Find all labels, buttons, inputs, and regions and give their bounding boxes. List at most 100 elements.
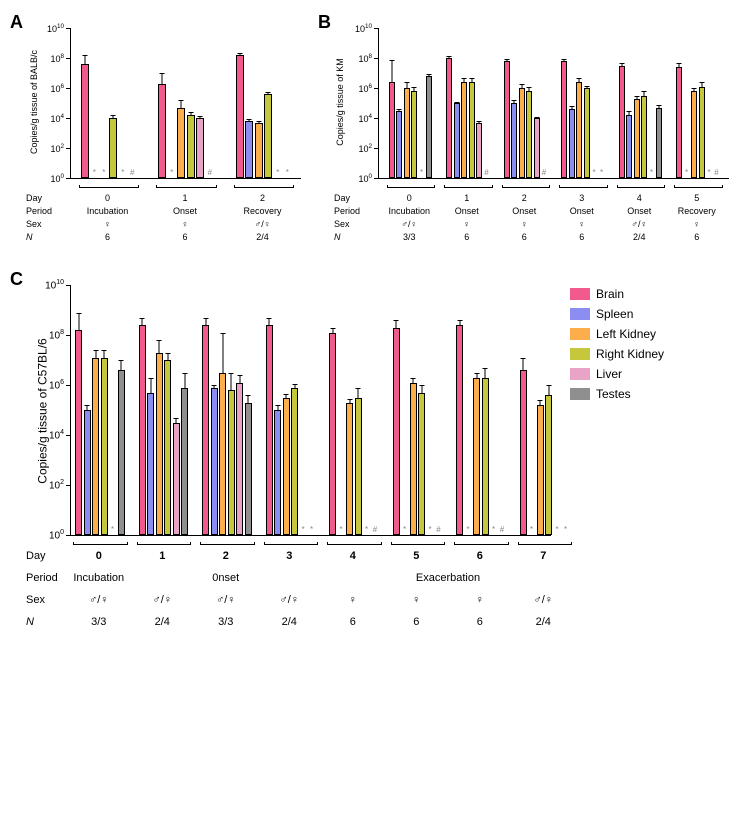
bar [446, 58, 452, 178]
x-cell: 3 [259, 550, 319, 562]
bar-group: # [446, 58, 490, 178]
bar [75, 330, 82, 535]
x-cell: ♀ [78, 219, 138, 229]
x-cell: 2 [494, 193, 554, 203]
x-cell: Recovery [667, 206, 727, 216]
bar [482, 378, 489, 536]
legend-item: Testes [570, 387, 664, 401]
x-cell: 6 [494, 232, 554, 242]
absent-marker: # [714, 168, 720, 177]
bar [245, 403, 252, 536]
bar [519, 88, 525, 178]
x-cell: 3/3 [69, 616, 129, 628]
bar [355, 398, 362, 536]
bar [545, 395, 552, 535]
x-cell: Exacerbation [408, 572, 488, 584]
legend-item: Right Kidney [570, 347, 664, 361]
absent-marker: # [499, 525, 506, 534]
bar [626, 115, 632, 178]
x-cell: Recovery [233, 206, 293, 216]
legend-label: Testes [596, 387, 631, 401]
absent-marker: * [308, 525, 315, 534]
x-cell: ♀ [450, 594, 510, 606]
legend-item: Liver [570, 367, 664, 381]
x-cell: ♂/♀ [609, 219, 669, 229]
bar [236, 383, 243, 536]
legend-item: Brain [570, 287, 664, 301]
x-cell: 3/3 [379, 232, 439, 242]
bar-group: * [389, 76, 433, 178]
y-axis-label: Copies/g tissue of KM [335, 58, 345, 146]
absent-marker: * [528, 525, 535, 534]
legend-swatch [570, 288, 590, 300]
bar [164, 360, 171, 535]
x-cell: 6 [450, 550, 510, 562]
absent-marker: * [274, 168, 282, 177]
bar [283, 398, 290, 536]
absent-marker: * [100, 168, 108, 177]
bar [177, 108, 185, 179]
x-cell: 2/4 [513, 616, 573, 628]
bar [181, 388, 188, 536]
x-cell: 1 [155, 193, 215, 203]
x-cell: Onset [494, 206, 554, 216]
bar [584, 88, 590, 178]
bar [699, 87, 705, 179]
bar [187, 115, 195, 178]
absent-marker: * [562, 525, 569, 534]
bar [456, 325, 463, 535]
legend-swatch [570, 328, 590, 340]
x-cell: 1 [437, 193, 497, 203]
bar [676, 67, 682, 178]
bar [264, 94, 272, 178]
bar-group [202, 325, 252, 535]
x-cell: 2 [196, 550, 256, 562]
bar [411, 91, 417, 178]
bar-group: ***# [81, 64, 137, 178]
bar [619, 66, 625, 179]
x-cell: ♀ [494, 219, 554, 229]
bar [92, 358, 99, 536]
x-cell: ♀ [552, 219, 612, 229]
x-row-label: N [26, 616, 34, 628]
bar [236, 55, 244, 178]
bar [691, 91, 697, 178]
bar-group: *** [520, 370, 570, 535]
legend-item: Left Kidney [570, 327, 664, 341]
x-row-label: Day [334, 193, 350, 203]
bar [156, 353, 163, 536]
x-cell: 6 [323, 616, 383, 628]
bar [202, 325, 209, 535]
bar [219, 373, 226, 536]
bar [329, 333, 336, 536]
plot-area: ***#*#** [70, 28, 301, 179]
x-row-label: Day [26, 193, 42, 203]
bar [393, 328, 400, 536]
x-cell: 2/4 [259, 616, 319, 628]
absent-marker: * [591, 168, 597, 177]
x-cell: ♂/♀ [196, 594, 256, 606]
bar [634, 99, 640, 179]
bar [641, 96, 647, 179]
x-cell: ♂/♀ [132, 594, 192, 606]
panel-b: B Copies/g tissue of KM10101081061041021… [318, 10, 732, 247]
absent-marker: * [109, 525, 116, 534]
bar [476, 123, 482, 179]
legend-item: Spleen [570, 307, 664, 321]
x-cell: 4 [609, 193, 669, 203]
x-cell: 0 [78, 193, 138, 203]
absent-marker: * [427, 525, 434, 534]
bar [454, 103, 460, 178]
bar-group: # [504, 61, 548, 178]
bar [396, 111, 402, 179]
bar [389, 82, 395, 178]
legend-label: Spleen [596, 307, 633, 321]
bar [84, 410, 91, 535]
x-row-label: Sex [26, 594, 45, 606]
bar-group: * [619, 66, 663, 179]
bar [139, 325, 146, 535]
x-cell: Incubation [379, 206, 439, 216]
absent-marker: # [484, 168, 490, 177]
bar-group: **# [676, 67, 720, 178]
legend-label: Liver [596, 367, 622, 381]
